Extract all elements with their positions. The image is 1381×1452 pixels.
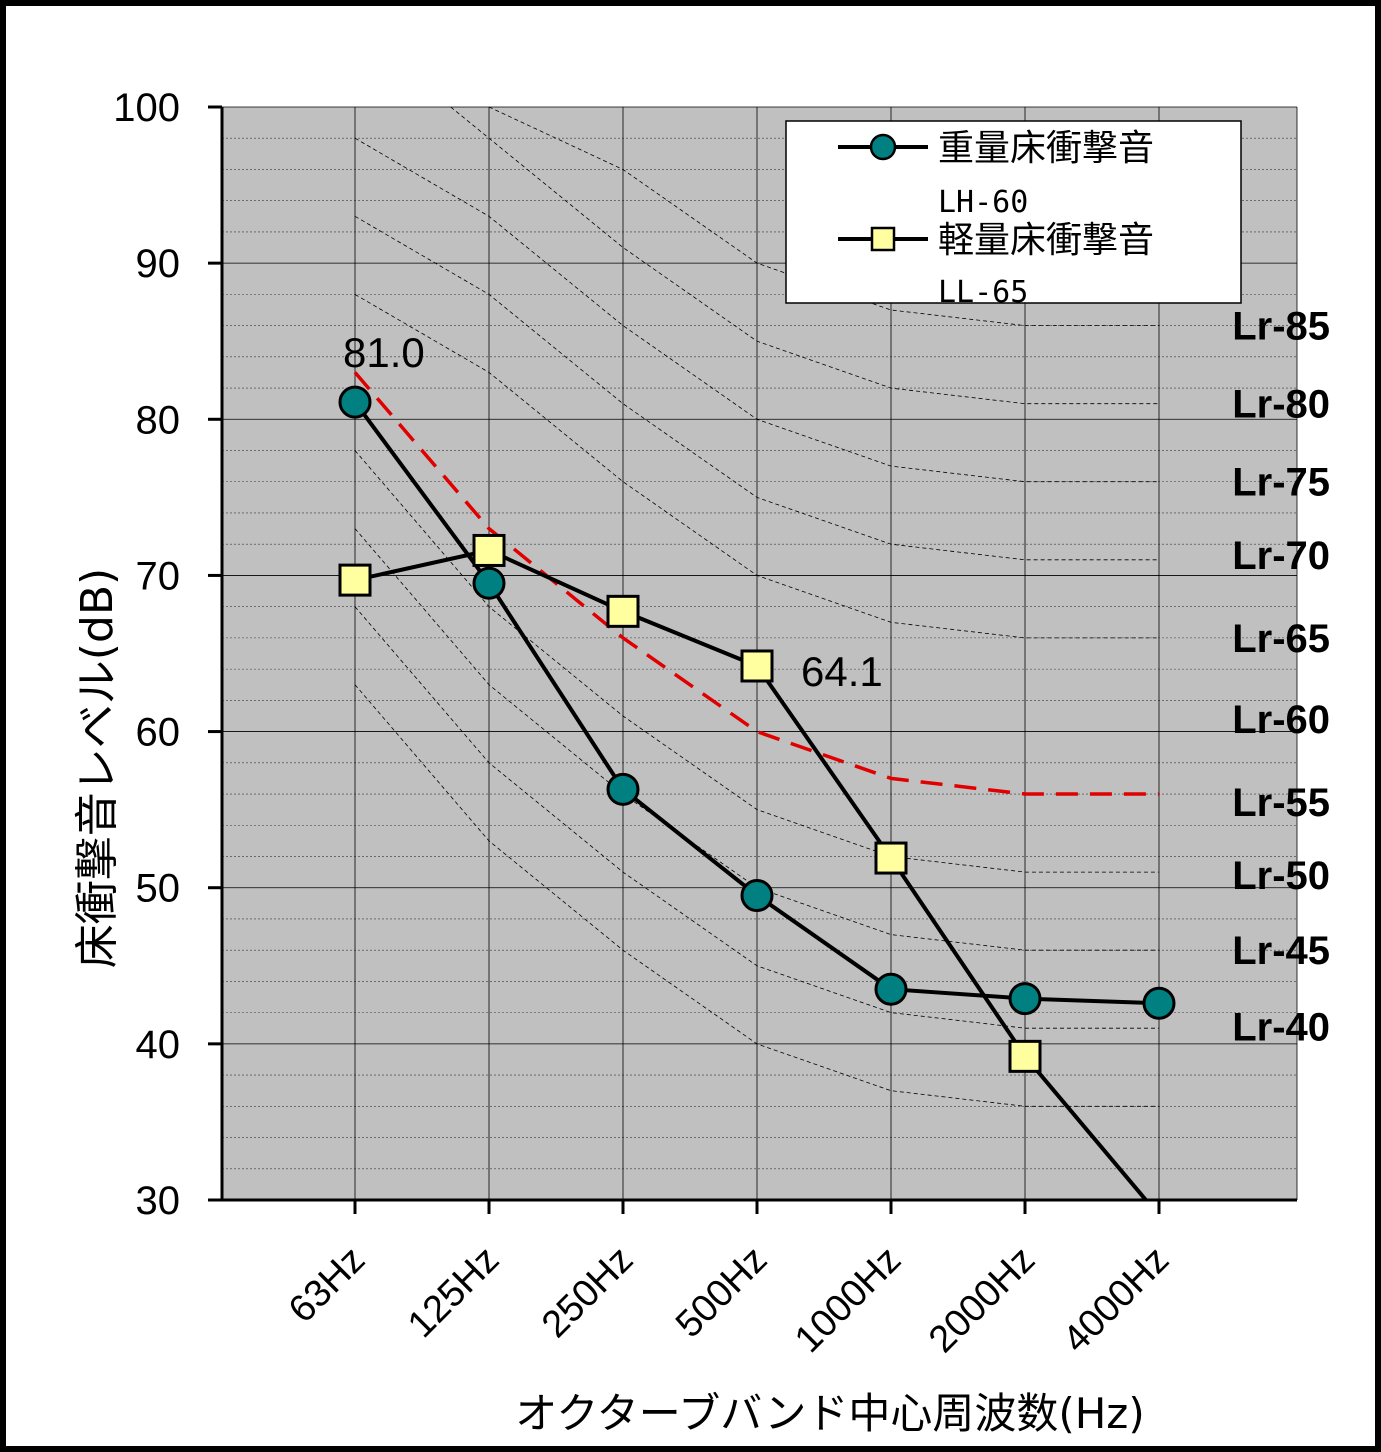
y-axis-label: 床衝撃音レベル(dB) — [72, 568, 123, 968]
legend-marker-light — [870, 226, 896, 252]
data-annotation: 64.1 — [801, 648, 883, 695]
data-point-heavy — [606, 772, 640, 806]
reference-curve-lr-65 — [354, 294, 1159, 639]
lr-label-lr-75: Lr-75 — [1232, 461, 1330, 505]
lr-label-lr-45: Lr-45 — [1232, 929, 1330, 973]
lr-label-lr-85: Lr-85 — [1232, 305, 1330, 349]
reference-curves — [353, 106, 1159, 1107]
y-tick-label: 60 — [136, 711, 181, 755]
lr-label-lr-80: Lr-80 — [1232, 383, 1330, 427]
data-point-heavy — [472, 566, 506, 600]
y-tick-label: 90 — [136, 242, 181, 286]
y-tick-label: 40 — [136, 1023, 181, 1067]
lr-label-lr-50: Lr-50 — [1232, 854, 1330, 898]
y-tick-label: 100 — [113, 86, 180, 130]
data-point-heavy — [740, 879, 774, 913]
lr-label-lr-65: Lr-65 — [1232, 617, 1330, 661]
data-point-light — [1008, 1039, 1042, 1073]
data-point-heavy — [338, 385, 372, 419]
lr-label-lr-40: Lr-40 — [1232, 1006, 1330, 1050]
reference-curve-lr-40 — [354, 684, 1159, 1107]
y-tick-label: 70 — [136, 554, 181, 598]
legend: 重量床衝撃音 LH-60 軽量床衝撃音 LL-65 — [785, 120, 1242, 310]
data-point-heavy — [874, 972, 908, 1006]
legend-label-heavy: 重量床衝撃音 — [938, 128, 1154, 169]
data-point-heavy — [1142, 986, 1176, 1020]
x-axis-label: オクターブバンド中心周波数(Hz) — [515, 1389, 1144, 1438]
lr-label-lr-70: Lr-70 — [1232, 534, 1330, 578]
reference-curve-lr-75 — [354, 137, 1159, 483]
data-point-light — [472, 533, 506, 567]
minor-gridlines — [222, 137, 1297, 1170]
y-tick-label: 30 — [136, 1179, 181, 1223]
series-markers — [338, 385, 1176, 1073]
y-tick-labels: 30 40 50 60 70 80 90 100 — [113, 86, 180, 1223]
data-point-heavy — [1008, 982, 1042, 1016]
legend-box — [785, 120, 1242, 304]
lr-label-lr-60: Lr-60 — [1232, 698, 1330, 742]
data-point-light — [740, 649, 774, 683]
data-point-light — [874, 841, 908, 875]
axes — [208, 105, 1297, 1214]
legend-label-light: 軽量床衝撃音 — [938, 220, 1154, 261]
data-point-light — [338, 563, 372, 597]
reference-curve-lr-45 — [354, 606, 1159, 1029]
y-tick-label: 50 — [136, 867, 181, 911]
reference-curve-lr-70 — [354, 215, 1159, 561]
y-tick-label: 80 — [136, 398, 181, 442]
data-point-light — [606, 594, 640, 628]
reference-curve-lr-60 — [353, 371, 1159, 796]
legend-rating-light: LL-65 — [938, 275, 1028, 310]
reference-curve-lr-55 — [354, 450, 1159, 873]
reference-curve-lr-80 — [450, 106, 1159, 405]
data-annotation: 81.0 — [343, 329, 425, 376]
lr-label-lr-55: Lr-55 — [1232, 781, 1330, 825]
reference-curve-lr-85 — [488, 106, 1159, 326]
legend-rating-heavy: LH-60 — [938, 185, 1028, 220]
lr-labels: Lr-85 Lr-80 Lr-75 Lr-70 Lr-65 Lr-60 Lr-55 Lr-50… — [1232, 305, 1330, 1050]
legend-marker-heavy — [869, 133, 897, 161]
data-annotations: 81.0 64.1 — [343, 329, 883, 695]
